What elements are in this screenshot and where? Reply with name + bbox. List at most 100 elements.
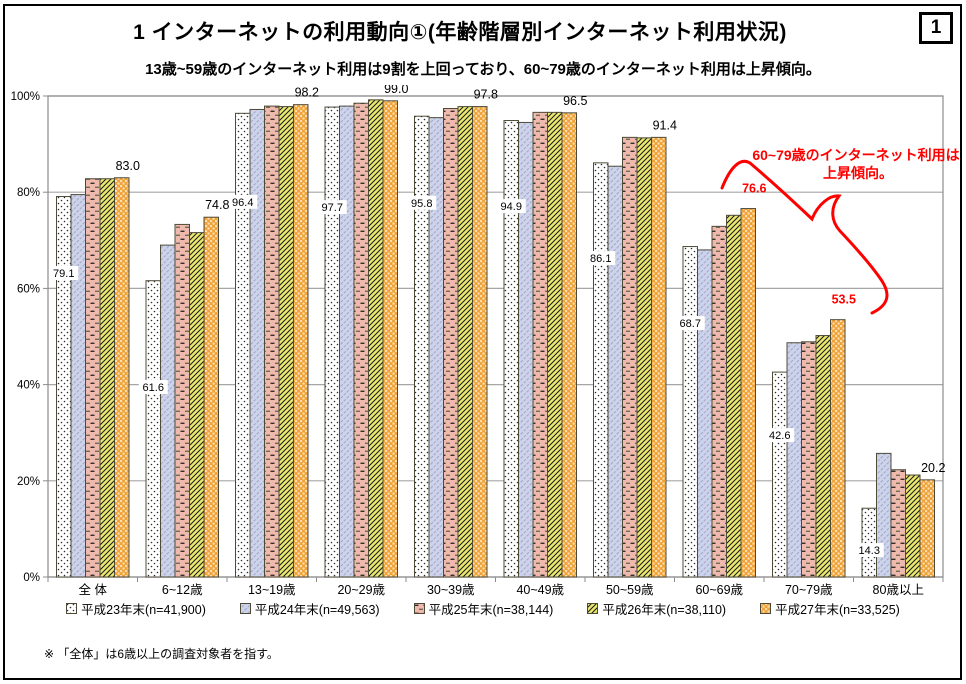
bar [636, 137, 652, 578]
bar [651, 136, 667, 578]
annotation-group: 60~79歳のインターネット利用は上昇傾向。 [720, 147, 960, 315]
bar [443, 108, 459, 578]
annotation-text-line2: 上昇傾向。 [823, 165, 893, 181]
x-axis-label: 30~39歳 [427, 583, 475, 597]
legend-item-h26: 平成26年末(n=38,110) [587, 599, 726, 618]
legend-item-h25: 平成25年末(n=38,144) [413, 599, 554, 618]
bar [114, 177, 130, 578]
legend-swatch-icon [239, 603, 251, 614]
bar [518, 121, 534, 578]
bar-label-last-series: 97.8 [474, 88, 498, 102]
x-axis-label: 全 体 [79, 582, 108, 597]
bar [189, 232, 205, 578]
bar [368, 99, 384, 578]
svg-text:40%: 40% [17, 380, 40, 392]
bar-label-last-series: 74.8 [205, 198, 229, 212]
bar [622, 136, 638, 578]
data-labels: 79.1 61.6 96.4 97.7 95.8 94.9 86.1 68.7 42.6 14.3… [49, 82, 945, 558]
bar [772, 371, 788, 578]
svg-text:20%: 20% [17, 476, 40, 488]
bar-label-first-series: 95.8 [411, 198, 432, 210]
bar [830, 319, 846, 578]
bar [174, 223, 190, 578]
bar [919, 479, 935, 578]
bar-label-last-series: 91.4 [653, 118, 677, 132]
svg-text:0%: 0% [23, 572, 40, 584]
bar [382, 100, 398, 578]
legend-label: 平成23年末(n=41,900) [81, 603, 206, 617]
bar [353, 102, 369, 578]
page-number-box: 1 [919, 12, 953, 44]
bar [56, 196, 72, 578]
x-axis-label: 20~29歳 [337, 583, 385, 597]
bar [503, 120, 519, 578]
bar [203, 216, 219, 578]
chart-area: 79.1 61.6 96.4 97.7 95.8 94.9 86.1 68.7 42.6 14.3… [0, 82, 966, 598]
bar-label-first-series: 94.9 [501, 201, 522, 213]
bar [532, 111, 548, 578]
bar-label-highlight: 53.5 [832, 293, 856, 307]
bar [607, 165, 623, 578]
bar-label-last-series: 99.0 [384, 85, 408, 96]
x-axis-label: 13~19歳 [248, 583, 296, 597]
x-axis-label: 80歳以上 [873, 583, 924, 597]
bar-label-highlight: 76.6 [742, 182, 766, 196]
bar [740, 208, 756, 578]
svg-text:80%: 80% [17, 187, 40, 199]
legend-swatch-icon [66, 603, 78, 614]
x-axis-label: 50~59歳 [606, 583, 654, 597]
bar-label-first-series: 42.6 [769, 430, 790, 442]
svg-text:60%: 60% [17, 283, 40, 295]
x-axis-label: 40~49歳 [516, 583, 564, 597]
bar [697, 249, 713, 578]
chart-legend: 平成23年末(n=41,900) 平成24年末(n=49,563) 平成25年末… [30, 599, 936, 618]
bar [145, 280, 161, 578]
bar [278, 106, 294, 578]
bar-label-first-series: 68.7 [680, 318, 701, 330]
x-axis-label: 6~12歳 [162, 583, 203, 597]
bar-label-first-series: 96.4 [232, 197, 253, 209]
bar-label-last-series: 98.2 [295, 86, 319, 100]
bar [264, 105, 280, 578]
bar [861, 507, 877, 578]
bar [457, 106, 473, 578]
bar [472, 106, 488, 578]
bar-label-first-series: 79.1 [53, 268, 74, 280]
bar [428, 117, 444, 578]
legend-label: 平成24年末(n=49,563) [254, 603, 380, 617]
legend-label: 平成25年末(n=38,144) [428, 603, 554, 617]
bar [561, 112, 577, 578]
bar-label-last-series: 96.5 [563, 94, 587, 108]
bar [786, 342, 802, 578]
bar-label-first-series: 97.7 [322, 202, 343, 214]
bar-series [56, 99, 935, 578]
annotation-brace [720, 160, 889, 315]
bar [876, 452, 892, 578]
page-title: 1 インターネットの利用動向①(年齢階層別インターネット利用状況) [133, 21, 787, 44]
annotation-text-line1: 60~79歳のインターネット利用は [752, 147, 959, 163]
bar [890, 469, 906, 578]
legend-label: 平成26年末(n=38,110) [602, 603, 727, 617]
svg-text:100%: 100% [11, 91, 40, 103]
bar [682, 246, 698, 578]
footnote: ※ 「全体」は6歳以上の調査対象者を指す。 [44, 647, 279, 661]
bar [801, 341, 817, 578]
legend-item-h27: 平成27年末(n=33,525) [760, 599, 900, 618]
bar [324, 106, 340, 578]
legend-label: 平成27年末(n=33,525) [775, 603, 900, 617]
legend-swatch-icon [587, 603, 599, 614]
bar [726, 214, 742, 578]
bar [593, 162, 609, 578]
bar [339, 105, 355, 578]
chart-canvas: 79.1 61.6 96.4 97.7 95.8 94.9 86.1 68.7 42.6 14.3… [11, 82, 960, 597]
bar-label-first-series: 61.6 [143, 382, 164, 394]
page-number: 1 [930, 17, 942, 38]
legend-swatch-icon [760, 603, 772, 614]
bar [547, 111, 563, 578]
legend-item-h23: 平成23年末(n=41,900) [66, 599, 206, 618]
bar-label-last-series: 83.0 [116, 159, 140, 173]
bar-label-last-series: 20.2 [921, 461, 945, 475]
bar [711, 225, 727, 578]
bar [905, 474, 921, 578]
